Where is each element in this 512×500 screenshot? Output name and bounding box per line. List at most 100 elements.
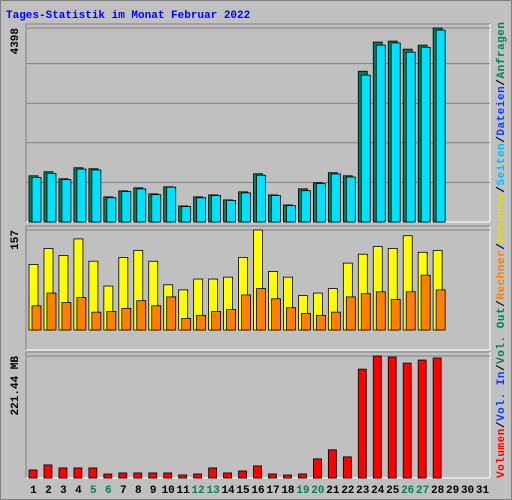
bar (345, 296, 356, 331)
x-tick-label: 21 (326, 485, 340, 497)
bar (360, 293, 371, 331)
bar (342, 456, 352, 479)
chart-title: Tages-Statistik im Monat Februar 2022 (6, 10, 250, 22)
bar (345, 176, 356, 223)
legend-item: Vol. Out (496, 307, 508, 364)
bar (256, 288, 266, 331)
bar (390, 42, 401, 223)
legend-separator: / (496, 300, 508, 307)
bar (196, 197, 207, 223)
bar (61, 302, 72, 331)
bar (151, 305, 162, 331)
x-tick-label: 11 (177, 485, 191, 497)
bar (166, 186, 177, 223)
x-tick-label: 29 (446, 485, 459, 497)
bar (181, 318, 192, 331)
bar (312, 458, 322, 479)
bar (238, 470, 247, 479)
x-tick-label: 2 (45, 485, 52, 497)
x-tick-label: 6 (105, 485, 112, 497)
bar (330, 173, 341, 223)
x-tick-label: 16 (251, 485, 264, 497)
x-tick-label: 5 (90, 485, 97, 497)
x-tick-label: 24 (371, 485, 385, 497)
bar (375, 44, 386, 223)
bar (46, 173, 57, 223)
legend-item: Dateien (496, 86, 508, 135)
bar (178, 474, 188, 479)
x-tick-label: 19 (296, 485, 309, 497)
bar (390, 299, 401, 331)
bar (417, 359, 427, 479)
legend-separator: / (496, 186, 508, 193)
bar (241, 294, 251, 331)
bar (256, 174, 266, 223)
bar (211, 311, 222, 331)
legend-item: Anfragen (496, 22, 508, 79)
bar (286, 307, 296, 331)
bar (136, 300, 147, 331)
legend-item: Vol. In (496, 372, 508, 421)
bar (315, 314, 326, 331)
bar (133, 472, 143, 479)
bar (301, 190, 311, 223)
legend-separator: / (496, 364, 508, 371)
x-tick-label: 18 (281, 485, 295, 497)
bar (241, 192, 251, 223)
x-tick-label: 1 (30, 485, 37, 497)
bar (226, 309, 236, 331)
y-tick-label: 157 (10, 230, 22, 250)
x-tick-label: 22 (341, 485, 354, 497)
bar (405, 291, 416, 331)
bar (121, 307, 132, 331)
bar (357, 368, 367, 479)
bar (118, 472, 128, 479)
bar (121, 191, 132, 223)
legend: Volumen/Vol. In/Vol. Out/Rechner/Besuche… (496, 22, 508, 478)
x-tick-label: 31 (476, 485, 490, 497)
bar (271, 195, 281, 223)
bar (163, 472, 173, 479)
bar (372, 355, 382, 479)
x-tick-label: 13 (206, 485, 220, 497)
bar (181, 206, 192, 223)
x-tick-label: 15 (236, 485, 250, 497)
legend-item: Rechner (496, 250, 508, 299)
bar (28, 469, 38, 479)
bar (151, 194, 162, 223)
x-tick-label: 10 (162, 485, 175, 497)
x-tick-label: 28 (431, 485, 445, 497)
legend-separator: / (496, 421, 508, 428)
x-tick-label: 9 (150, 485, 157, 497)
bar (402, 362, 412, 479)
x-tick-label: 3 (60, 485, 67, 497)
bar (283, 474, 292, 479)
bar (435, 29, 446, 223)
bar (88, 467, 98, 479)
bar (405, 51, 416, 223)
bar (208, 467, 218, 479)
bar (196, 314, 207, 331)
legend-item: Volumen (496, 429, 508, 478)
bar (106, 197, 117, 223)
bar (103, 473, 113, 479)
x-tick-label: 17 (266, 485, 279, 497)
bar (432, 357, 442, 479)
x-tick-label: 25 (386, 485, 400, 497)
legend-separator: / (496, 243, 508, 250)
bar (91, 311, 102, 331)
y-tick-label: 221.44 MB (10, 356, 22, 416)
bar (31, 305, 42, 331)
x-tick-label: 7 (120, 485, 127, 497)
bar (31, 177, 42, 223)
bar (61, 179, 72, 223)
bar (330, 311, 341, 331)
legend-item: Besuche (496, 193, 508, 243)
bar (420, 46, 431, 223)
x-tick-label: 23 (356, 485, 370, 497)
bar (301, 313, 311, 331)
bar (76, 168, 87, 223)
bar (360, 74, 371, 223)
y-tick-label: 4398 (10, 28, 22, 55)
